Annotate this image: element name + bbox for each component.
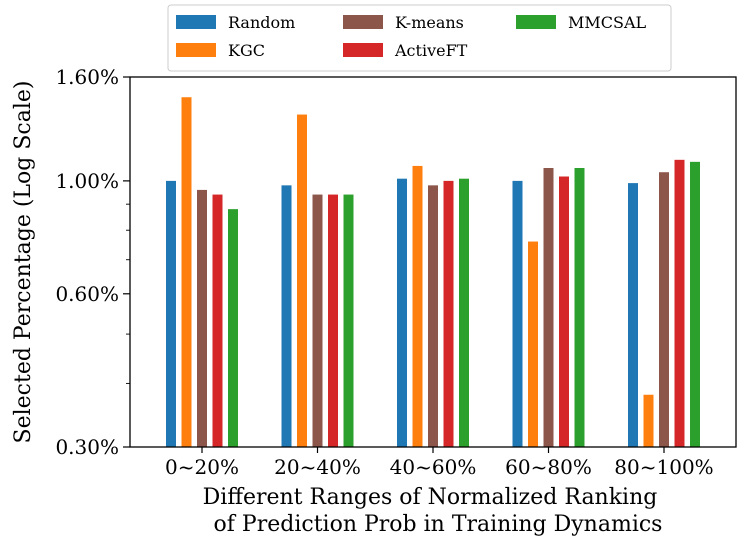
y-tick-label: 0.60% [55, 282, 119, 306]
x-tick-label: 60~80% [505, 455, 592, 479]
legend-label: Random [228, 13, 295, 32]
bar-kgc-3 [412, 165, 423, 447]
y-tick-label: 1.60% [55, 65, 119, 89]
legend-swatch-mmcsal [516, 15, 556, 29]
bar-activeft-5 [674, 159, 685, 447]
bar-activeft-4 [559, 176, 569, 448]
bar-k-means-5 [659, 172, 669, 448]
y-tick-label: 1.00% [55, 169, 119, 193]
legend-label: MMCSAL [568, 13, 647, 32]
x-tick-label: 40~60% [390, 455, 477, 479]
x-axis: 0~20% 20~40% 40~60% 60~80% 80~100% [165, 447, 714, 479]
bar-random-4 [512, 180, 523, 447]
bar-random-5 [628, 183, 638, 447]
bar-mmcsal-5 [690, 161, 700, 447]
bars-layer [166, 97, 700, 448]
bar-k-means-2 [312, 194, 323, 447]
legend-swatch-kgc [176, 43, 216, 57]
legend-label: K-means [395, 13, 464, 32]
bar-mmcsal-3 [459, 178, 469, 447]
legend-label: KGC [228, 41, 265, 60]
bar-k-means-4 [543, 168, 554, 447]
bar-random-2 [281, 185, 292, 448]
bar-activeft-2 [328, 194, 338, 447]
bar-k-means-1 [197, 189, 207, 448]
bar-random-3 [397, 178, 407, 447]
bar-mmcsal-1 [228, 209, 238, 447]
bar-random-1 [166, 180, 176, 447]
y-axis: 0.30% 0.60% 1.00% 1.60% [55, 65, 130, 459]
y-axis-label: Selected Percentage (Log Scale) [11, 81, 36, 444]
bar-activeft-3 [443, 180, 454, 447]
legend: Random KGC K-means ActiveFT MMCSAL [167, 4, 672, 72]
x-axis-label-line-2: of Prediction Prob in Training Dynamics [214, 512, 663, 537]
bar-kgc-2 [297, 114, 307, 447]
bar-activeft-1 [212, 194, 223, 447]
legend-swatch-k-means [343, 15, 383, 29]
bar-mmcsal-2 [343, 194, 354, 447]
bar-kgc-4 [528, 241, 538, 447]
bar-kgc-5 [643, 394, 654, 447]
legend-swatch-activeft [343, 43, 383, 57]
x-tick-label: 80~100% [614, 455, 713, 479]
bar-mmcsal-4 [574, 168, 585, 447]
x-tick-label: 20~40% [274, 455, 361, 479]
x-tick-label: 0~20% [165, 455, 239, 479]
x-axis-label-line-1: Different Ranges of Normalized Ranking [203, 485, 658, 510]
bar-k-means-3 [428, 185, 438, 448]
legend-swatch-random [176, 15, 216, 29]
legend-label: ActiveFT [394, 41, 468, 60]
bar-kgc-1 [181, 97, 192, 448]
y-tick-label: 0.30% [55, 435, 119, 459]
